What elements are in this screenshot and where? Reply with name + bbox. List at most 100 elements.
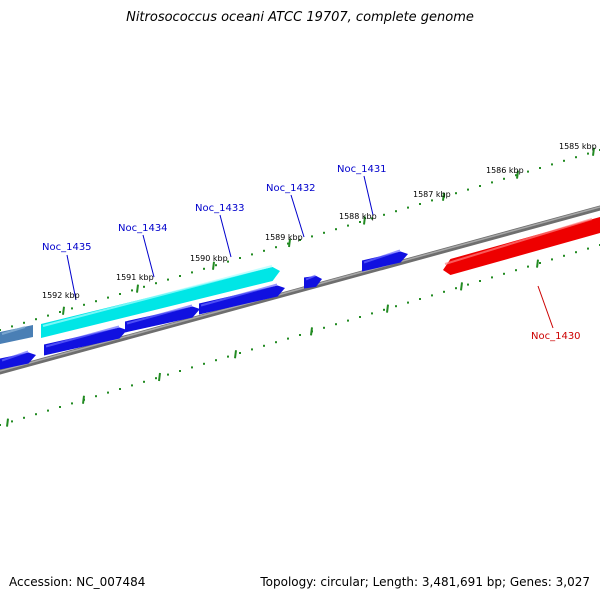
gene-noc-1431-reverse-sheen bbox=[363, 249, 401, 264]
outer-ring-dot bbox=[263, 249, 265, 252]
inner-ring-dot bbox=[359, 316, 361, 318]
inner-ring-dot bbox=[179, 370, 181, 372]
gene-label-noc-1431: Noc_1431 bbox=[337, 164, 387, 175]
inner-ring-dot bbox=[575, 251, 577, 254]
outer-ring-dot bbox=[311, 235, 313, 238]
inner-ring-dot bbox=[431, 294, 433, 297]
outer-ring-dot bbox=[587, 152, 589, 155]
inner-ring-dot bbox=[299, 334, 301, 336]
gene-noc-1430-body bbox=[443, 217, 600, 276]
gene-noc-1433b-reverse-sheen bbox=[200, 283, 278, 307]
callout-line-noc-1432 bbox=[290, 194, 305, 238]
inner-ring-dot bbox=[35, 413, 37, 416]
outer-ring-dot bbox=[419, 203, 421, 205]
inner-major-tick bbox=[6, 418, 9, 427]
outer-ring-dot bbox=[539, 167, 541, 169]
outer-ring-dot bbox=[383, 213, 385, 216]
inner-major-tick bbox=[82, 395, 85, 404]
callout-line-noc-1430 bbox=[537, 285, 554, 329]
gene-noc-1434-reverse-body bbox=[44, 327, 127, 356]
outer-ring-dot bbox=[119, 293, 121, 295]
outer-ring-dot bbox=[359, 221, 361, 223]
outer-ring-dot bbox=[527, 170, 529, 173]
outer-major-tick bbox=[288, 238, 291, 248]
inner-major-tick bbox=[158, 372, 161, 382]
inner-ring-dot bbox=[491, 276, 493, 279]
genome-summary-text: Topology: circular; Length: 3,481,691 bp… bbox=[260, 575, 590, 589]
inner-ring-dot bbox=[323, 326, 325, 329]
gene-partial-left-lower bbox=[0, 350, 36, 370]
outer-ring-dot bbox=[131, 289, 133, 292]
inner-ring-dot bbox=[95, 395, 97, 398]
gene-noc-1435-forward bbox=[41, 265, 280, 338]
inner-ring-dot bbox=[503, 272, 505, 275]
tick-label-1590: 1590 kbp bbox=[190, 254, 228, 263]
outer-ring-dot bbox=[479, 185, 481, 187]
inner-major-tick bbox=[460, 282, 463, 291]
gene-noc-1431-reverse-body bbox=[362, 251, 408, 272]
inner-major-tick bbox=[234, 350, 237, 359]
tick-label-1587: 1587 kbp bbox=[413, 190, 451, 199]
inner-ring-dot bbox=[515, 269, 517, 272]
gene-features bbox=[0, 217, 600, 370]
outer-ring-dot bbox=[575, 156, 577, 159]
inner-ring-dot bbox=[395, 305, 397, 308]
outer-ring-dot bbox=[491, 181, 493, 184]
outer-ring-dot bbox=[395, 210, 397, 213]
outer-ring-dot bbox=[95, 300, 97, 303]
gene-label-noc-1435: Noc_1435 bbox=[42, 242, 92, 253]
outer-ring-dot bbox=[335, 228, 337, 231]
genome-title: Nitrosococcus oceani ATCC 19707, complet… bbox=[126, 10, 474, 25]
inner-major-tick bbox=[310, 327, 313, 336]
inner-ring-dot bbox=[47, 409, 49, 412]
outer-ring-dot bbox=[467, 188, 469, 191]
outer-major-tick bbox=[363, 216, 366, 225]
gene-partial-left-upper-sheen bbox=[1, 326, 26, 335]
inner-ring-dot bbox=[167, 373, 169, 376]
gene-partial-left-lower-body bbox=[0, 352, 36, 370]
inner-ring-dot bbox=[455, 287, 457, 290]
outer-ring-dot bbox=[203, 267, 205, 270]
gene-noc-1433-reverse bbox=[125, 304, 200, 333]
callout-line-noc-1435 bbox=[66, 254, 77, 301]
inner-major-tick bbox=[386, 304, 389, 313]
outer-ring-dot bbox=[347, 224, 349, 227]
callout-line-noc-1431 bbox=[363, 175, 374, 216]
gene-partial-left-upper-body bbox=[0, 325, 33, 344]
inner-ring-dot bbox=[71, 402, 73, 405]
inner-ring-dot bbox=[0, 424, 1, 426]
callout-line-noc-1434 bbox=[142, 234, 155, 278]
accession-text: Accession: NC_007484 bbox=[9, 575, 146, 589]
outer-major-tick bbox=[136, 284, 139, 293]
inner-ring-dot bbox=[587, 247, 589, 250]
gene-noc-1432-reverse bbox=[304, 274, 322, 289]
inner-ring-dot bbox=[215, 359, 217, 362]
outer-ring-dot bbox=[35, 318, 37, 321]
inner-ring-dot bbox=[227, 355, 229, 358]
inner-ring-dot bbox=[527, 265, 529, 268]
outer-major-tick bbox=[442, 192, 445, 201]
gene-noc-1433b-reverse-body bbox=[199, 285, 285, 315]
gene-noc-1430-sheen bbox=[444, 218, 593, 265]
gene-noc-1435-forward-sheen bbox=[42, 265, 273, 327]
inner-ring-dot bbox=[107, 391, 109, 394]
gene-label-noc-1433: Noc_1433 bbox=[195, 203, 245, 214]
inner-ring-dot bbox=[551, 258, 553, 261]
outer-ring-dot bbox=[11, 325, 13, 328]
backbone-line bbox=[0, 205, 600, 375]
inner-major-tick bbox=[536, 259, 539, 268]
outer-major-tick bbox=[62, 306, 65, 315]
gene-noc-1434-reverse bbox=[44, 325, 127, 356]
outer-ring-dot bbox=[191, 271, 193, 274]
inner-ring-dot bbox=[479, 280, 481, 282]
backbone-highlight bbox=[0, 206, 600, 372]
inner-ring-dot bbox=[263, 344, 265, 347]
inner-ring-dot bbox=[347, 319, 349, 322]
tick-label-1592: 1592 kbp bbox=[42, 291, 80, 300]
gene-noc-1435-forward-body bbox=[41, 266, 280, 338]
gene-noc-1433-reverse-body bbox=[125, 306, 200, 333]
gene-partial-left-lower-sheen bbox=[1, 350, 29, 362]
outer-ring-dot bbox=[371, 217, 373, 220]
outer-ring-dot bbox=[239, 257, 241, 259]
